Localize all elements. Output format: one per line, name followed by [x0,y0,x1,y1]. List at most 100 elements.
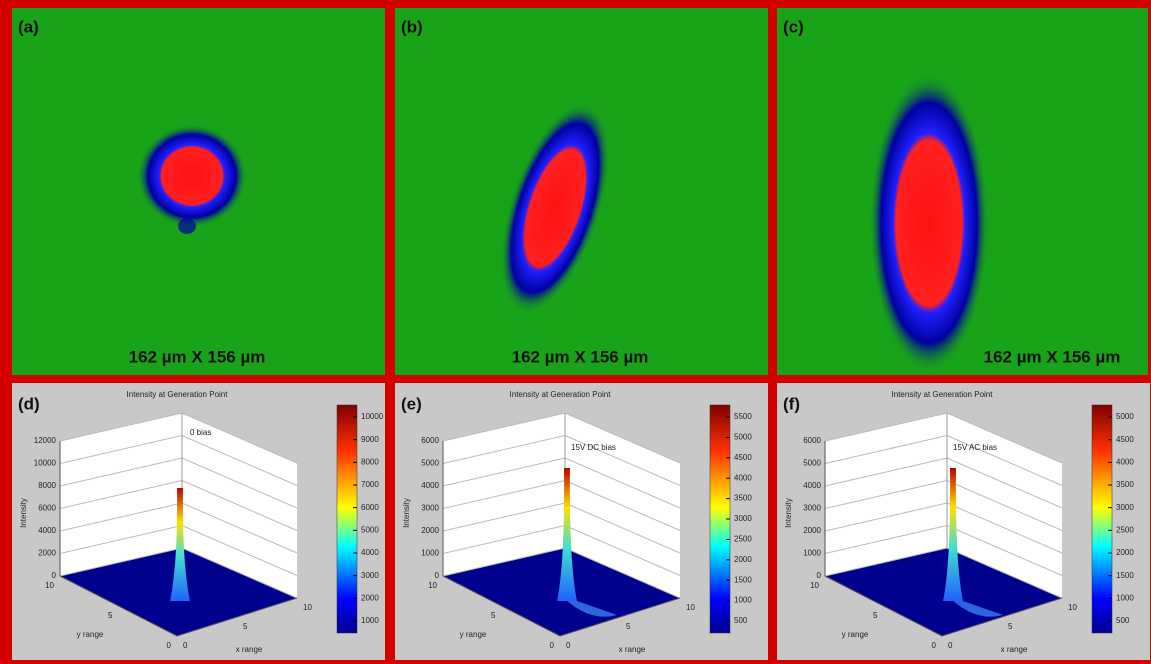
colorbar-tick-label: 5000 [361,525,379,534]
plot-title: Intensity at Generation Point [127,390,229,399]
panel-label: (e) [401,394,422,413]
colorbar-tick-label: 2500 [734,535,752,544]
x-tick-label: 0 [183,641,188,650]
z-tick-label: 2000 [38,549,56,558]
spot [137,124,247,228]
colorbar [1091,404,1113,634]
colorbar-tick-label: 4000 [1116,457,1134,466]
grid-line [59,547,183,577]
y-axis-label: y range [77,630,104,639]
colorbar-tick-label: 5500 [734,412,752,421]
grid-line [946,457,1063,509]
grid-line [181,547,298,599]
z-tick-label: 10000 [34,459,57,468]
z-tick-label: 0 [52,571,57,580]
grid-line [946,435,1063,486]
y-axis-label: y range [842,630,869,639]
colorbar-tick-label: 1500 [734,575,752,584]
colorbar-tick-label: 2000 [361,593,379,602]
x-tick-label: 5 [626,622,631,631]
grid-line [564,480,681,531]
colorbar-tick-label: 2000 [734,555,752,564]
x-tick-label: 10 [686,603,695,612]
y-tick-label: 5 [491,611,496,620]
grid-line [824,435,948,464]
colorbar-tick-label: 9000 [361,435,379,444]
colorbar-tick-label: 1500 [1116,571,1134,580]
x-axis [941,597,1063,637]
x-tick-label: 10 [1068,603,1077,612]
grid-line [181,457,298,509]
plot-title: Intensity at Generation Point [510,390,612,399]
grid-line [564,525,681,576]
z-tick-label: 2000 [803,526,821,535]
x-tick-label: 5 [1008,622,1013,631]
colorbar-tick-label: 2000 [1116,548,1134,557]
colorbar-tick-label: 500 [1116,616,1130,625]
grid-line [442,457,566,487]
colorbar-tick-label: 1000 [734,596,752,605]
z-tick-label: 3000 [803,504,821,513]
y-tick-label: 0 [167,641,172,650]
colorbar-tick-label: 4000 [361,548,379,557]
colorbar-tick-label: 3500 [1116,480,1134,489]
y-axis-label: y range [460,630,487,639]
panel-label: (a) [18,17,39,36]
colorbar-tick-label: 3000 [1116,503,1134,512]
colorbar-tick-label: 1000 [361,616,379,625]
spot [869,73,989,373]
z-tick-label: 8000 [38,481,56,490]
annotation: 15V DC bias [571,443,616,452]
x-axis [176,597,298,637]
grid-line [181,502,298,554]
y-axis [442,575,561,637]
grid-line [181,525,298,576]
x-axis [559,597,681,637]
z-tick-label: 6000 [803,436,821,445]
grid-line [181,412,298,464]
panel-label: (b) [401,17,423,36]
grid-line [824,502,948,532]
z-tick-label: 0 [817,571,822,580]
colorbar-tick-label: 5000 [734,433,752,442]
spot-tail [178,218,196,234]
grid-line [59,457,183,487]
grid-line [824,412,948,442]
grid-line [181,435,298,486]
panel-c: (c) 162 µm X 156 µm [777,8,1148,375]
z-tick-label: 4000 [38,526,56,535]
colorbar-tick-label: 2500 [1116,525,1134,534]
x-axis-label: x range [1001,645,1028,654]
panel-b: (b) 162 µm X 156 µm [395,8,768,375]
colorbar-tick-label: 8000 [361,457,379,466]
spot [500,102,610,314]
y-tick-label: 10 [810,581,819,590]
z-tick-label: 5000 [421,459,439,468]
grid-line [946,525,1063,576]
grid-line [442,480,566,509]
grid-line [824,547,948,577]
grid-line [946,547,1063,599]
grid-line [442,547,566,577]
grid-line [946,480,1063,531]
x-tick-label: 10 [303,603,312,612]
z-tick-label: 4000 [421,481,439,490]
colorbar-tick-label: 6000 [361,503,379,512]
z-tick-label: 4000 [803,481,821,490]
y-tick-label: 0 [550,641,555,650]
grid-line [442,435,566,464]
z-tick-label: 6000 [421,436,439,445]
spread [559,593,617,617]
grid-line [59,502,183,532]
colorbar-tick-label: 3500 [734,494,752,503]
x-tick-label: 0 [948,641,953,650]
panel-label: (f) [783,394,800,413]
z-tick-label: 6000 [38,504,56,513]
intensity-peak [943,468,963,601]
grid-line [946,412,1063,464]
annotation: 0 bias [190,428,211,437]
